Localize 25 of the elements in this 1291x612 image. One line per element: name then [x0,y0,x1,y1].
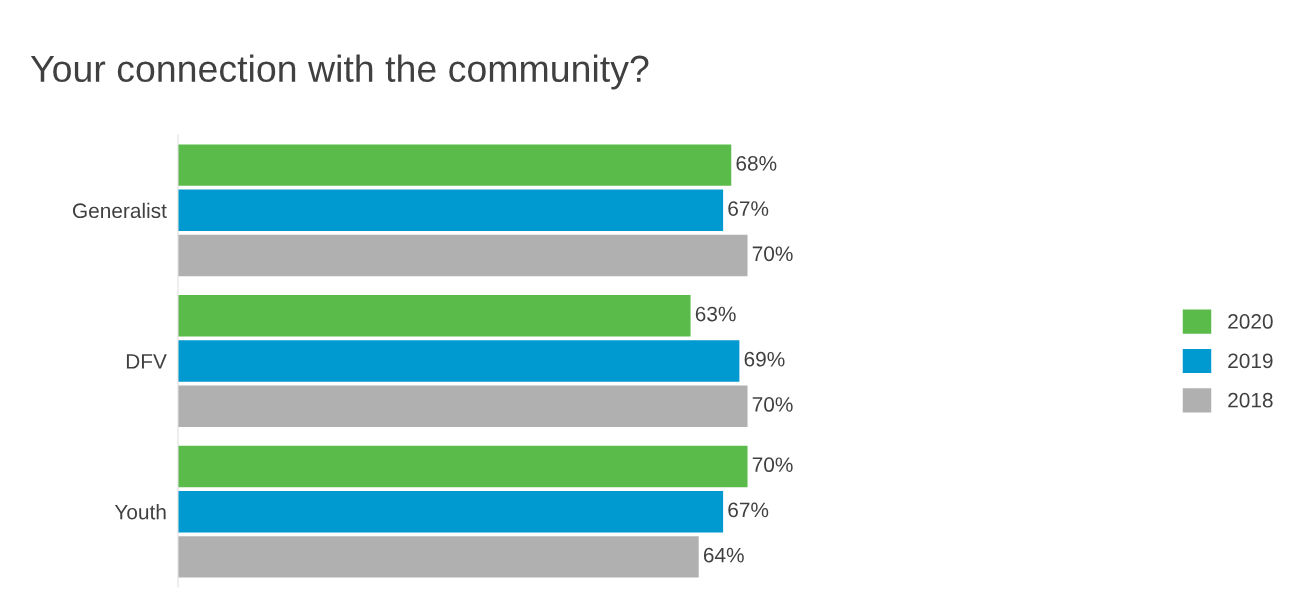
data-label: 63% [695,306,736,322]
bar [178,234,748,277]
legend-label: 2020 [1228,314,1273,329]
legend-label: 2019 [1228,353,1273,369]
bar [178,445,748,488]
data-label: 67% [728,502,769,518]
y-tick-label: Generalist [72,202,167,219]
bar [178,536,699,578]
data-label: 68% [736,155,777,171]
bar [178,340,740,382]
bar [178,385,748,427]
y-tick-label: DFV [126,354,167,369]
data-label: 70% [752,397,793,412]
data-label: 67% [728,201,769,216]
chart-title: Your connection with the community? [30,54,649,90]
data-label: 70% [752,457,793,473]
y-tick-label: Youth [114,504,166,520]
legend-label: 2018 [1228,392,1273,408]
bar [178,490,724,533]
bar [178,295,691,337]
data-label: 70% [752,246,793,262]
bar [178,144,732,186]
data-label: 64% [703,547,744,563]
data-label: 69% [744,351,785,367]
bar [178,189,724,232]
